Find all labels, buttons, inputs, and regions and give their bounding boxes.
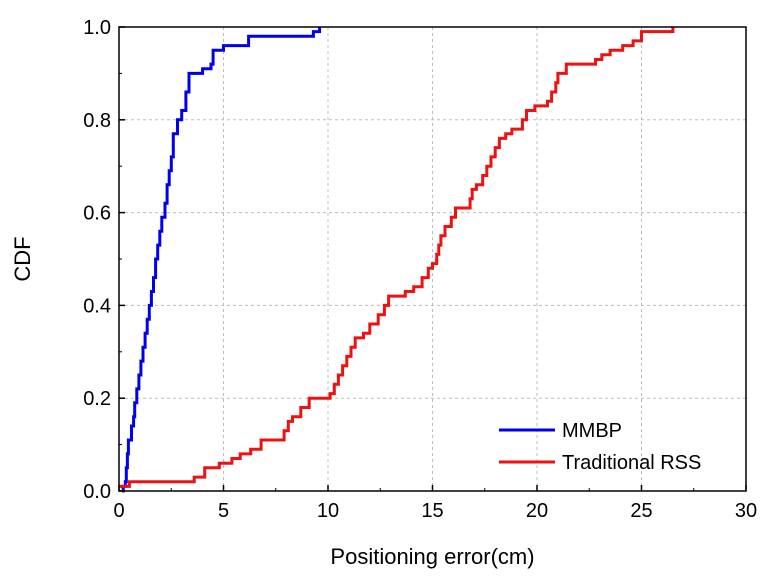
x-tick-label: 30 [735,500,757,522]
y-axis-title: CDF [10,236,35,281]
x-tick-label: 5 [218,500,229,522]
x-tick-label: 0 [113,500,124,522]
x-tick-label: 20 [526,500,548,522]
x-tick-label: 10 [317,500,339,522]
legend-label-mmbp: MMBP [562,420,622,442]
x-tick-label: 25 [630,500,652,522]
series-line-mmbp [121,27,322,493]
y-tick-label: 0.4 [83,295,111,317]
legend-label-traditional-rss: Traditional RSS [562,452,701,474]
x-tick-label: 15 [421,500,443,522]
series-line-traditional-rss [119,27,675,488]
series-layer [119,27,675,493]
y-tick-label: 0.6 [83,203,111,225]
x-axis-title: Positioning error(cm) [330,544,534,569]
plot-area-frame [118,26,747,492]
axis-ticks: 0 5 10 15 20 25 30 0.0 0.2 0.4 0.6 0.8 1.0 [83,17,757,522]
legend: MMBP Traditional RSS [499,420,701,474]
grid-lines [119,27,746,491]
y-tick-label: 0.2 [83,388,111,410]
y-tick-label: 0.8 [83,110,111,132]
y-tick-label: 1.0 [83,17,111,39]
y-tick-label: 0.0 [83,481,111,503]
